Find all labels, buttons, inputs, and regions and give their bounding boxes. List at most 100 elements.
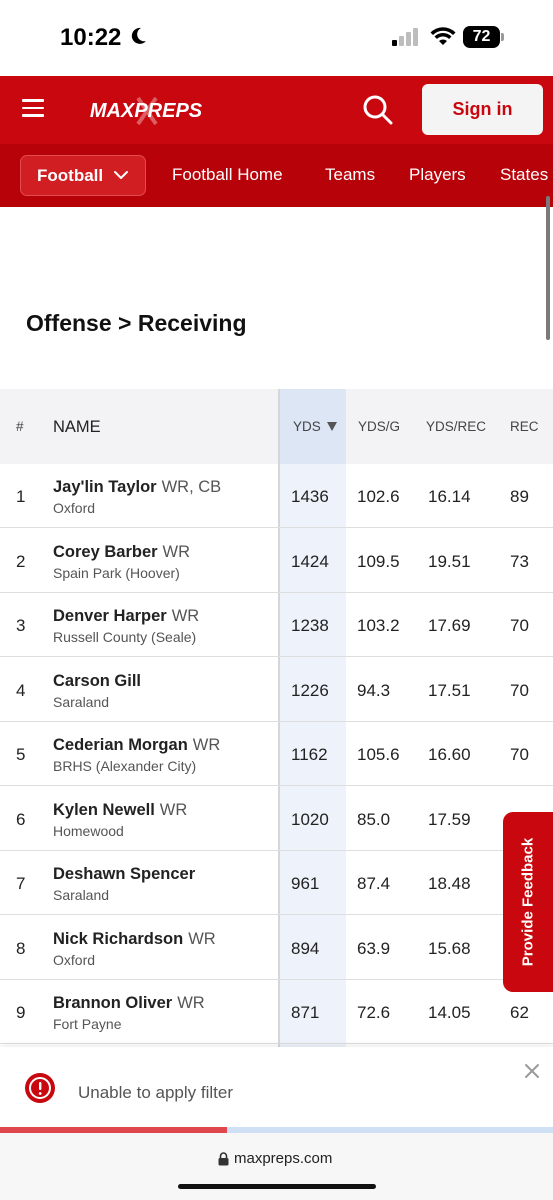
home-indicator[interactable] xyxy=(178,1184,376,1189)
battery-icon: 72 xyxy=(463,26,505,48)
column-header-ydsrec[interactable]: YDS/REC xyxy=(426,419,487,434)
table-row[interactable]: Kylen Newell WR Homewood 6 1020 85.0 17.59 xyxy=(0,787,553,851)
nav-link-states[interactable]: States xyxy=(500,165,549,184)
sport-nav: Football Football Home Teams Players Sta… xyxy=(0,144,553,207)
player-name-text: Kylen Newell xyxy=(53,800,155,819)
chevron-down-icon xyxy=(114,171,128,179)
row-ydsrec: 17.51 xyxy=(428,680,471,700)
sorted-column-highlight xyxy=(280,389,346,1049)
clock: 10:22 xyxy=(60,24,122,51)
column-divider xyxy=(278,389,280,1049)
error-icon xyxy=(25,1073,55,1103)
player-name-text: Deshawn Spencer xyxy=(53,865,196,883)
player-position: WR xyxy=(177,994,205,1012)
column-header-yds[interactable]: YDS xyxy=(280,389,346,464)
player-name[interactable]: Kylen Newell WR xyxy=(53,801,187,820)
row-ydsrec: 16.60 xyxy=(428,745,471,764)
row-rank: 1 xyxy=(16,487,26,506)
moon-icon xyxy=(131,27,146,44)
row-rank: 9 xyxy=(16,1003,26,1022)
provide-feedback-button[interactable]: Provide Feedback xyxy=(503,812,553,992)
row-rec: 70 xyxy=(510,745,529,764)
close-icon[interactable] xyxy=(524,1063,540,1079)
table-row[interactable]: Denver Harper WR Russell County (Seale) 3 12… xyxy=(0,593,553,657)
player-name-text: Carson Gill xyxy=(53,671,142,690)
table-row[interactable]: Nick Richardson WR Oxford 8 894 63.9 15.68 xyxy=(0,916,553,980)
search-icon[interactable] xyxy=(362,94,394,126)
column-header-yds-label: YDS xyxy=(293,419,321,434)
player-name[interactable]: Brannon Oliver WR xyxy=(53,994,205,1013)
column-header-ydsg[interactable]: YDS/G xyxy=(358,419,401,434)
sign-in-button[interactable]: Sign in xyxy=(422,84,543,135)
provide-feedback-label: Provide Feedback xyxy=(519,837,537,967)
player-name[interactable]: Corey Barber WR xyxy=(53,543,190,562)
sport-dropdown-label: Football xyxy=(37,166,104,185)
page-scrollbar[interactable] xyxy=(546,196,550,340)
row-ydsg: 109.5 xyxy=(357,551,400,571)
table-row[interactable]: Corey Barber WR Spain Park (Hoover) 2 1424 10… xyxy=(0,529,553,593)
nav-link-teams[interactable]: Teams xyxy=(325,165,376,184)
wifi-icon xyxy=(430,27,456,45)
row-rec: 73 xyxy=(510,551,529,571)
row-ydsrec: 16.14 xyxy=(428,487,471,506)
row-rank: 5 xyxy=(16,745,26,764)
row-yds: 1436 xyxy=(291,487,329,506)
row-ydsrec: 19.51 xyxy=(428,551,471,571)
player-name[interactable]: Deshawn Spencer xyxy=(53,865,200,884)
row-rank: 8 xyxy=(16,938,26,958)
row-rank: 4 xyxy=(16,680,26,700)
player-name-text: Denver Harper xyxy=(53,607,167,625)
row-yds: 961 xyxy=(291,874,320,893)
player-name-text: Corey Barber xyxy=(53,542,158,561)
player-school: Oxford xyxy=(53,951,96,968)
table-row[interactable]: Deshawn Spencer Saraland 7 961 87.4 18.48 xyxy=(0,851,553,915)
row-rec: 70 xyxy=(510,616,529,635)
nav-link-players[interactable]: Players xyxy=(409,165,466,184)
row-rec: 89 xyxy=(510,487,529,506)
row-rank: 6 xyxy=(16,809,26,829)
menu-icon[interactable] xyxy=(22,99,44,117)
cellular-signal-icon xyxy=(392,28,418,46)
player-name[interactable]: Nick Richardson WR xyxy=(53,930,216,949)
player-school: BRHS (Alexander City) xyxy=(53,758,197,774)
row-yds: 1424 xyxy=(291,551,329,571)
browser-url-bar[interactable]: maxpreps.com xyxy=(0,1133,553,1200)
row-ydsg: 63.9 xyxy=(357,938,391,958)
player-name-text: Cederian Morgan xyxy=(53,736,188,754)
column-header-rec[interactable]: REC xyxy=(510,419,539,434)
table-row[interactable]: Cederian Morgan WR BRHS (Alexander City) 5 1… xyxy=(0,722,553,786)
player-name-text: Nick Richardson xyxy=(53,929,184,948)
row-ydsg: 72.6 xyxy=(357,1003,391,1022)
column-header-name[interactable]: NAME xyxy=(53,418,101,436)
row-ydsrec: 18.48 xyxy=(428,874,471,893)
toast-progress-bar xyxy=(0,1127,553,1133)
row-rec: 62 xyxy=(510,1003,529,1022)
player-school: Oxford xyxy=(53,500,96,516)
stats-table: # NAME YDS YDS/G YDS/REC REC Jay'lin Tay… xyxy=(0,389,553,1049)
lock-icon xyxy=(218,1152,229,1166)
player-position: WR, CB xyxy=(161,478,222,496)
row-ydsg: 103.2 xyxy=(357,616,400,635)
player-school: Saraland xyxy=(53,887,110,903)
url-text: maxpreps.com xyxy=(234,1150,333,1167)
nav-link-football-home[interactable]: Football Home xyxy=(172,165,283,184)
battery-level: 72 xyxy=(472,28,491,45)
row-ydsg: 102.6 xyxy=(357,487,400,506)
player-name[interactable]: Carson Gill xyxy=(53,672,146,691)
table-row[interactable]: Jay'lin Taylor WR, CB Oxford 1 1436 102.6 16.1… xyxy=(0,464,553,528)
player-position: WR xyxy=(171,607,200,625)
table-row[interactable]: Brannon Oliver WR Fort Payne 9 871 72.6 14.05 6… xyxy=(0,980,553,1044)
row-rank: 7 xyxy=(16,874,26,893)
player-name[interactable]: Jay'lin Taylor WR, CB xyxy=(53,478,221,497)
row-yds: 1020 xyxy=(291,809,329,829)
toast-progress-fill xyxy=(0,1127,227,1133)
sport-dropdown[interactable]: Football xyxy=(20,155,146,196)
row-ydsg: 94.3 xyxy=(357,680,391,700)
table-row[interactable]: Carson Gill Saraland 4 1226 94.3 17.51 70 xyxy=(0,658,553,722)
player-name[interactable]: Denver Harper WR xyxy=(53,607,199,626)
row-ydsg: 105.6 xyxy=(357,745,400,764)
row-ydsg: 87.4 xyxy=(357,874,391,893)
status-bar: 10:22 72 xyxy=(0,0,553,76)
player-name[interactable]: Cederian Morgan WR xyxy=(53,736,220,755)
maxpreps-logo[interactable]: MAXPREPS xyxy=(86,92,206,128)
